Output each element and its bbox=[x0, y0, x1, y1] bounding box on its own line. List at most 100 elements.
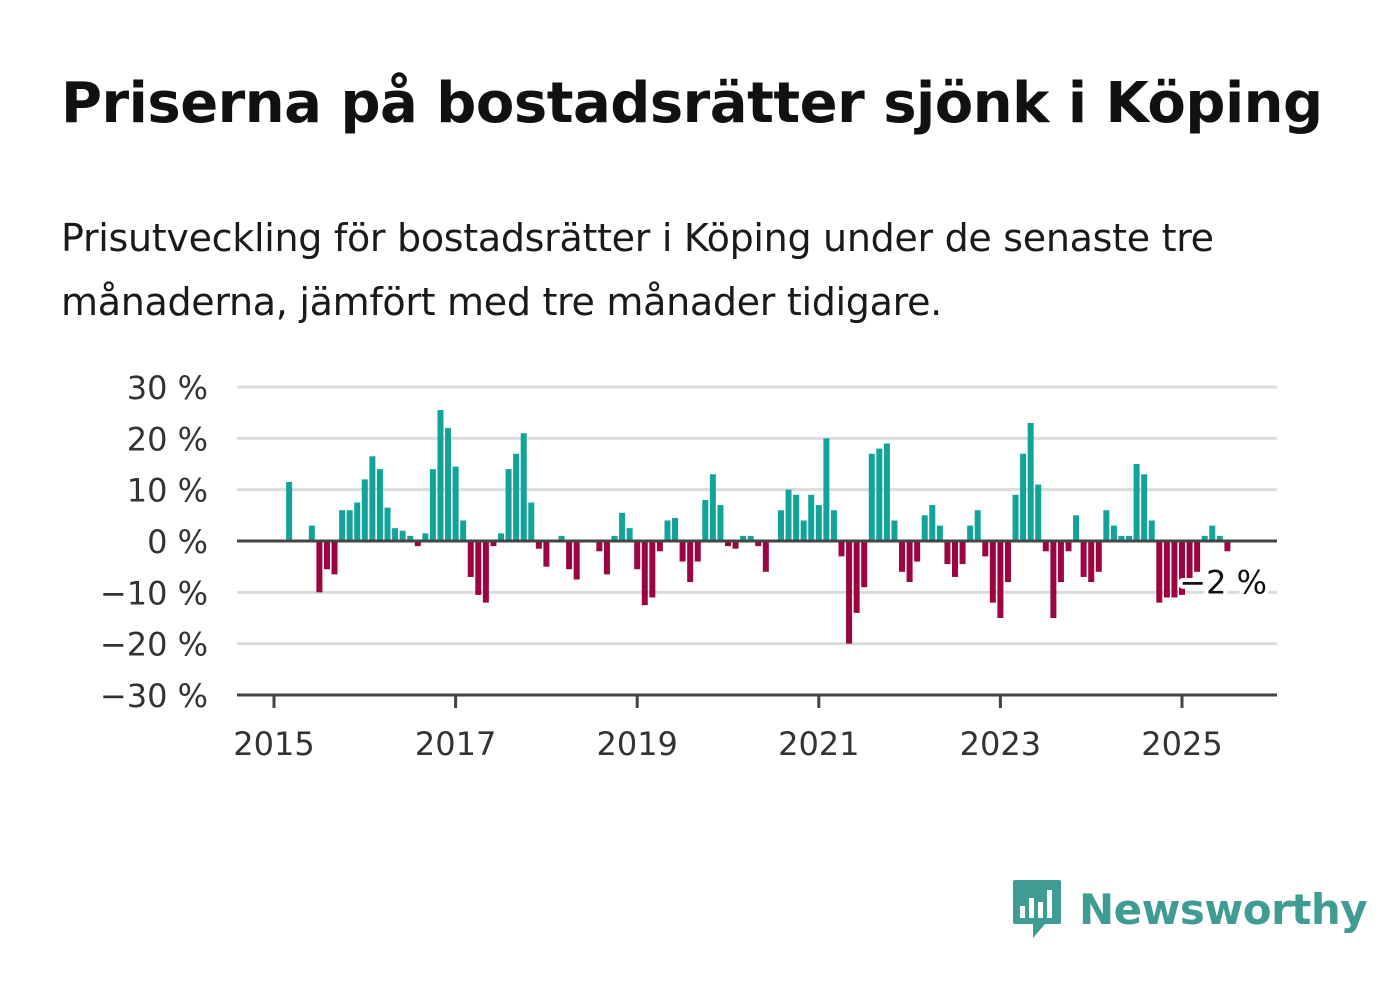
bar bbox=[498, 533, 504, 541]
bar bbox=[906, 541, 913, 583]
bar bbox=[1065, 541, 1072, 552]
bar bbox=[959, 541, 966, 565]
bar bbox=[974, 510, 981, 541]
bar bbox=[861, 541, 868, 588]
bar bbox=[596, 541, 603, 552]
bar bbox=[603, 541, 610, 575]
bar bbox=[376, 469, 383, 541]
x-tick-label: 2015 bbox=[233, 725, 314, 763]
bar bbox=[853, 541, 860, 613]
bar bbox=[1088, 541, 1095, 583]
y-tick-label: 10 % bbox=[127, 472, 208, 510]
bar bbox=[452, 466, 459, 541]
bar bbox=[1216, 535, 1223, 541]
bar bbox=[1156, 541, 1163, 603]
bar bbox=[989, 541, 996, 603]
bar bbox=[921, 515, 928, 541]
bar bbox=[520, 433, 527, 541]
bar bbox=[747, 535, 754, 541]
bar bbox=[1042, 541, 1049, 552]
bar bbox=[694, 541, 701, 562]
brand-logo: Newsworthy bbox=[1011, 878, 1368, 940]
chart-title: Priserna på bostadsrätter sjönk i Köping bbox=[61, 71, 1323, 136]
bar bbox=[777, 510, 784, 541]
y-tick-label: −10 % bbox=[100, 574, 208, 612]
bar bbox=[331, 541, 338, 575]
bar bbox=[1126, 535, 1133, 541]
bar bbox=[1163, 541, 1170, 598]
bar bbox=[740, 535, 747, 541]
bar bbox=[361, 479, 368, 541]
bar bbox=[997, 541, 1004, 618]
bar bbox=[323, 541, 330, 570]
bar bbox=[762, 541, 769, 572]
bar bbox=[1050, 541, 1057, 618]
bar bbox=[619, 512, 626, 541]
bar bbox=[535, 541, 542, 549]
bar bbox=[656, 541, 663, 552]
bar bbox=[634, 541, 641, 570]
bar bbox=[566, 541, 573, 570]
bar bbox=[1224, 541, 1231, 552]
bar bbox=[1133, 464, 1140, 541]
bar bbox=[1201, 535, 1208, 541]
bar bbox=[702, 499, 709, 541]
bar bbox=[883, 443, 890, 541]
bars bbox=[286, 410, 1231, 644]
bar bbox=[952, 541, 958, 577]
bar bbox=[437, 410, 444, 541]
bar bbox=[422, 533, 429, 541]
bar bbox=[1073, 515, 1080, 541]
bar bbox=[308, 525, 315, 541]
bar bbox=[482, 541, 489, 603]
bar bbox=[467, 541, 474, 577]
bar bbox=[1118, 535, 1125, 541]
bar-chart: 30 %20 %10 %0 %−10 %−20 %−30 % 2015 2017 2… bbox=[100, 369, 1277, 763]
bar bbox=[445, 428, 452, 541]
bar bbox=[725, 541, 731, 547]
bar bbox=[1057, 541, 1064, 583]
bar bbox=[800, 520, 807, 541]
bar bbox=[838, 541, 845, 557]
bar bbox=[611, 535, 618, 541]
brand-name: Newsworthy bbox=[1079, 884, 1368, 934]
bar bbox=[475, 541, 482, 595]
bar bbox=[1141, 474, 1148, 541]
bar bbox=[339, 510, 346, 541]
bar bbox=[558, 535, 565, 541]
bar bbox=[1095, 541, 1102, 572]
bar bbox=[649, 541, 656, 598]
bar bbox=[460, 520, 467, 541]
bar bbox=[626, 528, 633, 541]
bar bbox=[1012, 494, 1019, 541]
y-tick-label: 20 % bbox=[127, 420, 208, 458]
axes bbox=[237, 539, 1277, 697]
bar bbox=[316, 541, 323, 593]
bar bbox=[1194, 541, 1201, 572]
bar bbox=[936, 525, 943, 541]
bar bbox=[392, 528, 399, 541]
y-axis-tick-labels: 30 % 20 % 10 % 0 % −10 % −20 % −30 % bbox=[100, 369, 208, 715]
bar bbox=[399, 530, 406, 541]
bar bbox=[641, 541, 648, 606]
bar bbox=[414, 541, 421, 547]
chart-subtitle: Prisutveckling för bostadsrätter i Köpin… bbox=[61, 216, 1214, 324]
y-tick-label: −20 % bbox=[100, 626, 208, 664]
bar bbox=[679, 541, 686, 562]
bar bbox=[513, 453, 520, 541]
last-value-annotation: −2 % bbox=[1179, 563, 1267, 601]
bar bbox=[354, 502, 361, 541]
bar bbox=[914, 541, 921, 562]
bar bbox=[1186, 541, 1193, 583]
bar bbox=[846, 541, 853, 644]
bar bbox=[369, 456, 376, 541]
bar bbox=[1080, 541, 1087, 577]
bar bbox=[899, 541, 906, 572]
bar bbox=[830, 510, 837, 541]
bar bbox=[891, 520, 898, 541]
bar bbox=[384, 507, 391, 541]
bar bbox=[672, 517, 679, 541]
bar bbox=[664, 520, 671, 541]
bar bbox=[1004, 541, 1011, 583]
x-tick-label: 2017 bbox=[415, 725, 496, 763]
